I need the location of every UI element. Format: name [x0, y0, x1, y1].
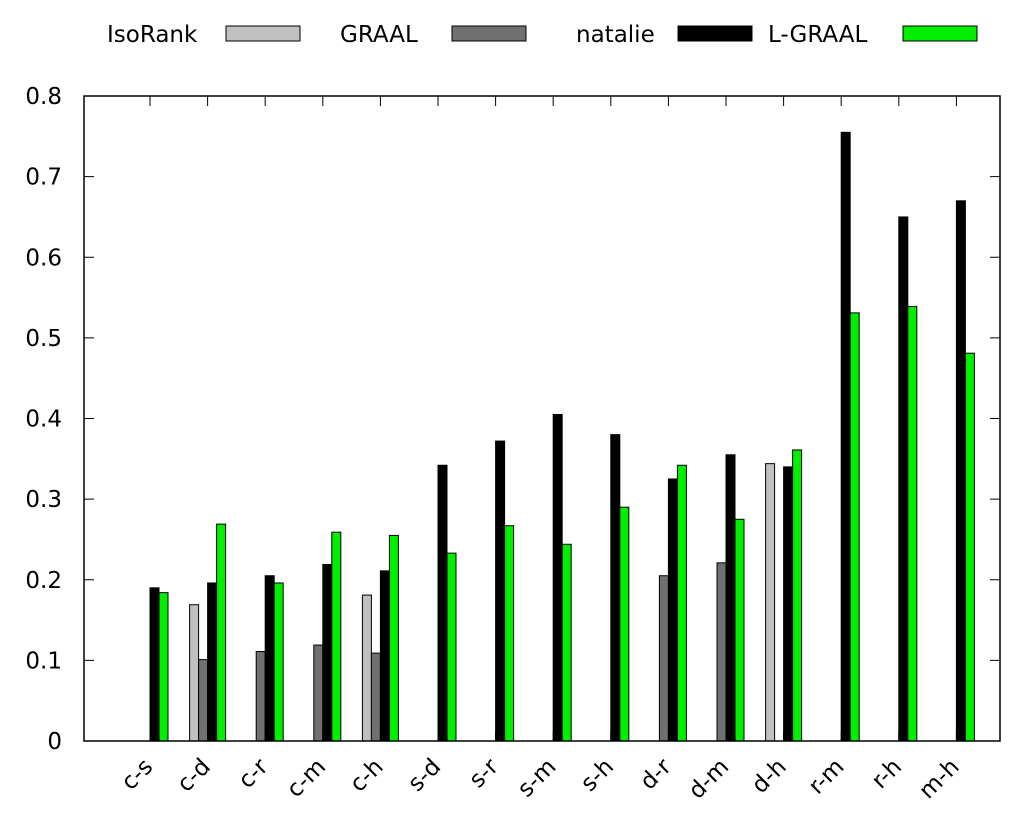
bar-natalie-c-r — [264, 575, 275, 742]
bar-l-graal-c-d — [216, 523, 227, 742]
bar-graal-d-m — [716, 562, 727, 742]
bar-natalie-r-m — [840, 131, 851, 742]
bar-l-graal-s-m — [561, 543, 572, 742]
bar-graal-d-r — [658, 575, 669, 742]
y-tick-label: 0.8 — [25, 84, 62, 110]
x-category-label: s-d — [403, 754, 446, 797]
bar-l-graal-s-d — [446, 552, 457, 742]
bar-natalie-c-s — [149, 587, 160, 742]
bar-natalie-c-h — [379, 570, 390, 742]
bar-isorank-c-d — [189, 604, 200, 742]
x-axis-ticks: c-s c-d c-r c-m c-h s-d s-r s-m s-h d-r d-m d-h r-m r… — [117, 96, 965, 804]
legend-swatch-natalie — [677, 25, 753, 42]
bar-natalie-c-m — [322, 563, 333, 742]
legend-label-isorank: IsoRank — [107, 22, 198, 48]
bar-graal-c-r — [255, 651, 266, 742]
bar-l-graal-c-m — [331, 531, 342, 742]
legend-label-l-graal: L-GRAAL — [768, 22, 868, 48]
legend-swatch-isorank — [225, 25, 301, 42]
bar-l-graal-s-h — [619, 506, 630, 742]
bar-natalie-c-d — [207, 582, 218, 742]
bar-l-graal-r-m — [849, 312, 860, 742]
y-tick-label: 0.7 — [25, 165, 62, 191]
x-category-label: s-m — [513, 754, 562, 803]
bar-isorank-d-h — [765, 463, 776, 742]
x-category-label: m-h — [914, 754, 964, 804]
legend-label-graal: GRAAL — [340, 22, 418, 48]
y-tick-label: 0.2 — [25, 568, 62, 594]
bar-l-graal-c-r — [273, 582, 284, 742]
bar-natalie-d-r — [667, 478, 678, 742]
bar-graal-c-m — [313, 644, 324, 742]
legend: IsoRank GRAAL natalie L-GRAAL — [107, 22, 978, 48]
y-tick-label: 0.1 — [25, 648, 62, 674]
x-category-label: r-m — [804, 754, 850, 800]
y-axis-ticks: 0 0.1 0.2 0.3 0.4 0.5 0.6 0.7 0.8 — [25, 84, 1000, 755]
bars — [149, 131, 975, 742]
x-category-label: s-h — [576, 754, 619, 797]
bar-natalie-s-m — [552, 413, 563, 742]
bar-l-graal-m-h — [964, 352, 975, 742]
x-category-label: c-h — [345, 754, 389, 798]
legend-label-natalie: natalie — [576, 22, 655, 48]
legend-swatch-graal — [451, 25, 527, 42]
bar-l-graal-c-h — [388, 534, 399, 742]
x-category-label: s-r — [464, 753, 504, 793]
bar-l-graal-d-m — [734, 518, 745, 742]
bar-natalie-s-r — [495, 440, 506, 742]
x-category-label: r-h — [867, 754, 907, 794]
x-category-label: c-d — [172, 754, 216, 798]
y-tick-label: 0.3 — [25, 487, 62, 513]
x-category-label: d-m — [684, 754, 734, 804]
x-category-label: c-m — [282, 754, 331, 803]
y-tick-label: 0 — [47, 729, 62, 755]
legend-swatch-l-graal — [902, 25, 978, 42]
bar-natalie-s-h — [610, 434, 621, 742]
y-tick-label: 0.5 — [25, 326, 62, 352]
bar-isorank-c-h — [361, 594, 372, 742]
bar-l-graal-s-r — [504, 525, 515, 742]
y-tick-label: 0.4 — [25, 407, 62, 433]
bar-natalie-m-h — [955, 200, 966, 742]
bar-l-graal-r-h — [907, 305, 918, 742]
bar-natalie-d-h — [783, 466, 794, 742]
plot-frame — [83, 95, 1001, 742]
bar-natalie-d-m — [725, 454, 736, 742]
y-tick-label: 0.6 — [25, 245, 62, 271]
bar-natalie-s-d — [437, 464, 448, 742]
bar-graal-c-h — [370, 652, 381, 742]
x-category-label: d-r — [635, 753, 677, 795]
x-category-label: d-h — [747, 754, 792, 799]
bar-graal-c-d — [198, 659, 209, 742]
bar-l-graal-d-h — [792, 449, 803, 742]
bar-l-graal-c-s — [158, 592, 169, 742]
bar-l-graal-d-r — [676, 464, 687, 742]
x-category-label: c-s — [117, 754, 159, 796]
x-category-label: c-r — [234, 753, 274, 793]
bar-natalie-r-h — [898, 216, 909, 742]
